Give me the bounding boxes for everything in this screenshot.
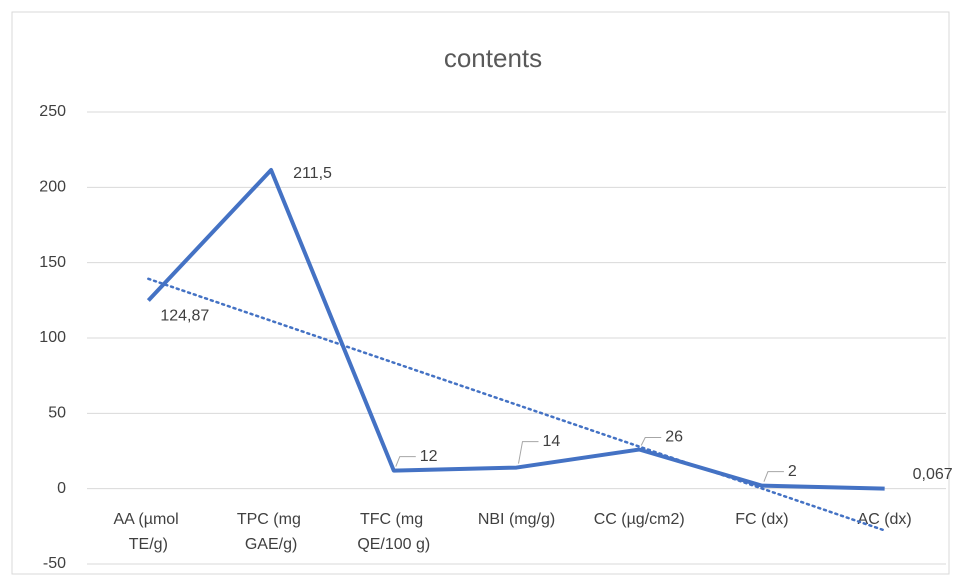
chart-title: contents bbox=[444, 43, 542, 73]
data-label: 124,87 bbox=[160, 308, 209, 325]
data-label: 211,5 bbox=[293, 165, 332, 182]
y-tick-label: 250 bbox=[39, 103, 66, 120]
x-tick-label: TFC (mg QE/100 g) bbox=[357, 511, 430, 553]
data-label: 2 bbox=[788, 463, 797, 480]
data-label: 14 bbox=[543, 433, 561, 450]
chart-border bbox=[11, 11, 950, 575]
trendline bbox=[147, 277, 886, 532]
x-tick-label: AC (dx) bbox=[858, 511, 912, 528]
x-tick-label: AA (µmol TE/g) bbox=[114, 511, 184, 553]
data-label: 26 bbox=[665, 429, 683, 446]
y-tick-label: 100 bbox=[39, 329, 66, 346]
y-tick-label: 0 bbox=[57, 480, 66, 497]
label-leader bbox=[518, 441, 539, 464]
label-leader bbox=[640, 436, 662, 446]
x-tick-label: TPC (mg GAE/g) bbox=[237, 511, 305, 553]
y-tick-label: -50 bbox=[43, 555, 66, 572]
label-leader bbox=[395, 456, 416, 467]
x-tick-label: NBI (mg/g) bbox=[478, 511, 555, 528]
y-tick-label: 50 bbox=[48, 405, 66, 422]
y-tick-label: 150 bbox=[39, 254, 66, 271]
data-label: 0,067 bbox=[913, 466, 953, 483]
label-leader bbox=[763, 471, 784, 482]
x-tick-label: FC (dx) bbox=[735, 511, 788, 528]
x-tick-label: CC (µg/cm2) bbox=[594, 511, 685, 528]
data-label: 12 bbox=[420, 448, 438, 465]
y-tick-label: 200 bbox=[39, 179, 66, 196]
data-line bbox=[146, 168, 885, 491]
